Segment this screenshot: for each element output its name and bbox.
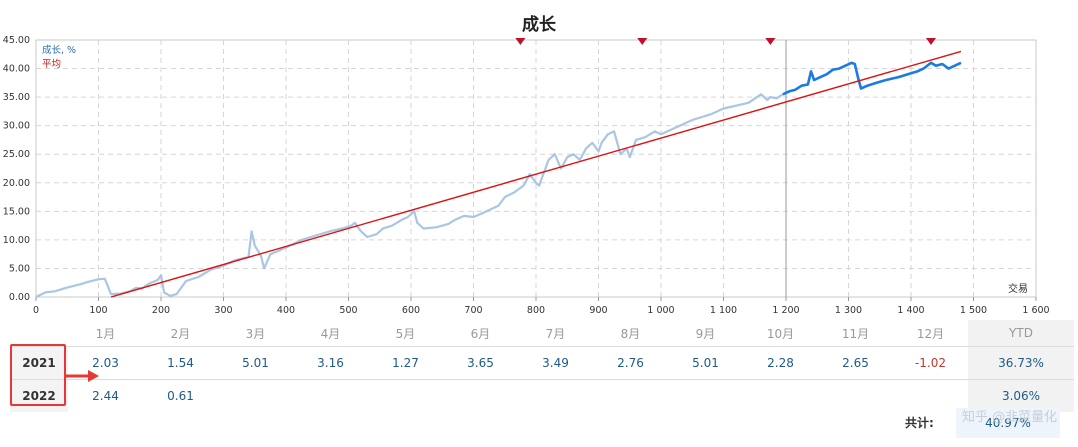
value-cell: 1.54 xyxy=(143,346,218,380)
value-cell xyxy=(518,379,593,412)
x-tick-label: 1 600 xyxy=(1022,305,1049,316)
x-tick-label: 100 xyxy=(89,305,107,316)
arrow-right-icon xyxy=(66,370,99,382)
watermark-text: 知乎 @韭菜量化 xyxy=(962,410,1058,425)
value-cell xyxy=(443,379,518,412)
x-tick-label: 400 xyxy=(277,305,295,316)
growth-line xyxy=(35,93,784,298)
x-tick-label: 1 400 xyxy=(897,305,924,316)
y-tick-label: 10.00 xyxy=(3,235,30,246)
x-tick-label: 200 xyxy=(152,305,170,316)
value-cell: 3.16 xyxy=(293,346,368,380)
value-cell: 3.65 xyxy=(443,346,518,380)
x-tick-label: 800 xyxy=(527,305,545,316)
table-row: 2021 2.03 1.54 5.01 3.16 1.27 3.65 3.49 … xyxy=(10,346,1074,380)
x-tick-label: 1 100 xyxy=(710,305,737,316)
value-cell: 2.44 xyxy=(68,379,143,412)
value-cell xyxy=(218,379,293,412)
header-month-7: 7月 xyxy=(545,326,566,341)
value-cell xyxy=(818,379,893,412)
y-tick-label: 45.00 xyxy=(3,35,30,46)
growth-chart: 成长 0.00 5.00 10.00 15.00 20.00 25.00 30.00 35.0… xyxy=(3,15,1050,316)
value-cell: 2.76 xyxy=(593,346,668,380)
y-tick-label: 15.00 xyxy=(3,206,30,217)
value-cell: 2.03 xyxy=(68,346,143,380)
value-cell xyxy=(368,379,443,412)
year-highlight-box xyxy=(10,344,66,406)
x-tick-label: 1 300 xyxy=(835,305,862,316)
value-cell: 5.01 xyxy=(668,346,743,380)
deal-marker xyxy=(515,38,526,45)
y-tick-label: 20.00 xyxy=(3,178,30,189)
value-cell: 2.28 xyxy=(743,346,818,380)
value-cell: 5.01 xyxy=(218,346,293,380)
header-year-cell xyxy=(10,320,68,347)
header-month-3: 3月 xyxy=(245,326,266,341)
header-month-9: 9月 xyxy=(695,326,716,341)
table-header-row: 1月 2月 3月 4月 5月 6月 7月 8月 9月 10月 11月 12月 Y… xyxy=(10,320,1074,347)
value-cell: 3.49 xyxy=(518,346,593,380)
y-tick-label: 0.00 xyxy=(9,292,30,303)
x-tick-label: 1 500 xyxy=(960,305,987,316)
y-tick-label: 25.00 xyxy=(3,149,30,160)
y-tick-label: 30.00 xyxy=(3,121,30,132)
value-cell xyxy=(668,379,743,412)
total-label: 共计: xyxy=(905,416,934,430)
value-cell xyxy=(293,379,368,412)
header-month-8: 8月 xyxy=(620,326,641,341)
y-tick-label: 40.00 xyxy=(3,64,30,75)
ytd-cell: 36.73% xyxy=(968,346,1074,380)
header-month-11: 11月 xyxy=(841,326,870,341)
monthly-returns-table: 1月 2月 3月 4月 5月 6月 7月 8月 9月 10月 11月 12月 Y… xyxy=(10,320,1074,412)
x-tick-label: 700 xyxy=(464,305,482,316)
y-tick-label: 5.00 xyxy=(9,263,30,274)
value-cell: 2.65 xyxy=(818,346,893,380)
chart-title: 成长 xyxy=(522,15,556,35)
x-tick-label: 900 xyxy=(589,305,607,316)
header-month-5: 5月 xyxy=(395,326,416,341)
x-tick-label: 600 xyxy=(402,305,420,316)
legend-entry-average: 平均 xyxy=(42,58,61,70)
header-month-1: 1月 xyxy=(95,326,116,341)
x-tick-label: 0 xyxy=(33,305,39,316)
value-cell: 1.27 xyxy=(368,346,443,380)
deal-marker xyxy=(765,38,776,45)
header-month-4: 4月 xyxy=(320,326,341,341)
y-tick-label: 35.00 xyxy=(3,92,30,103)
value-cell: 0.61 xyxy=(143,379,218,412)
value-cell xyxy=(743,379,818,412)
value-cell xyxy=(893,379,968,412)
average-line xyxy=(110,50,962,298)
year-cell: 2022 xyxy=(10,379,68,412)
value-cell xyxy=(593,379,668,412)
header-month-6: 6月 xyxy=(470,326,491,341)
header-month-12: 12月 xyxy=(916,326,945,341)
ytd-cell: 3.06% xyxy=(968,379,1074,412)
deal-marker xyxy=(926,38,936,45)
x-tick-label: 500 xyxy=(339,305,357,316)
header-month-2: 2月 xyxy=(170,326,191,341)
x-tick-label: 300 xyxy=(214,305,232,316)
total-value: 40.97% xyxy=(956,408,1060,438)
chart-plot: 0.00 5.00 10.00 15.00 20.00 25.00 30.00 35.00 40… xyxy=(3,35,1050,316)
table-row: 2022 2.44 0.61 3.06% xyxy=(10,379,1074,412)
year-cell: 2021 xyxy=(10,346,68,380)
x-tick-label: 1 000 xyxy=(647,305,674,316)
value-cell: -1.02 xyxy=(893,346,968,380)
header-month-10: 10月 xyxy=(766,326,795,341)
x-tick-label: 1 200 xyxy=(772,305,799,316)
deal-marker xyxy=(637,38,648,45)
header-ytd: YTD xyxy=(968,320,1074,347)
growth-line-recent xyxy=(782,61,962,96)
x-axis-label: 交易 xyxy=(1008,282,1028,295)
legend-entry-growth: 成长, % xyxy=(42,44,76,56)
